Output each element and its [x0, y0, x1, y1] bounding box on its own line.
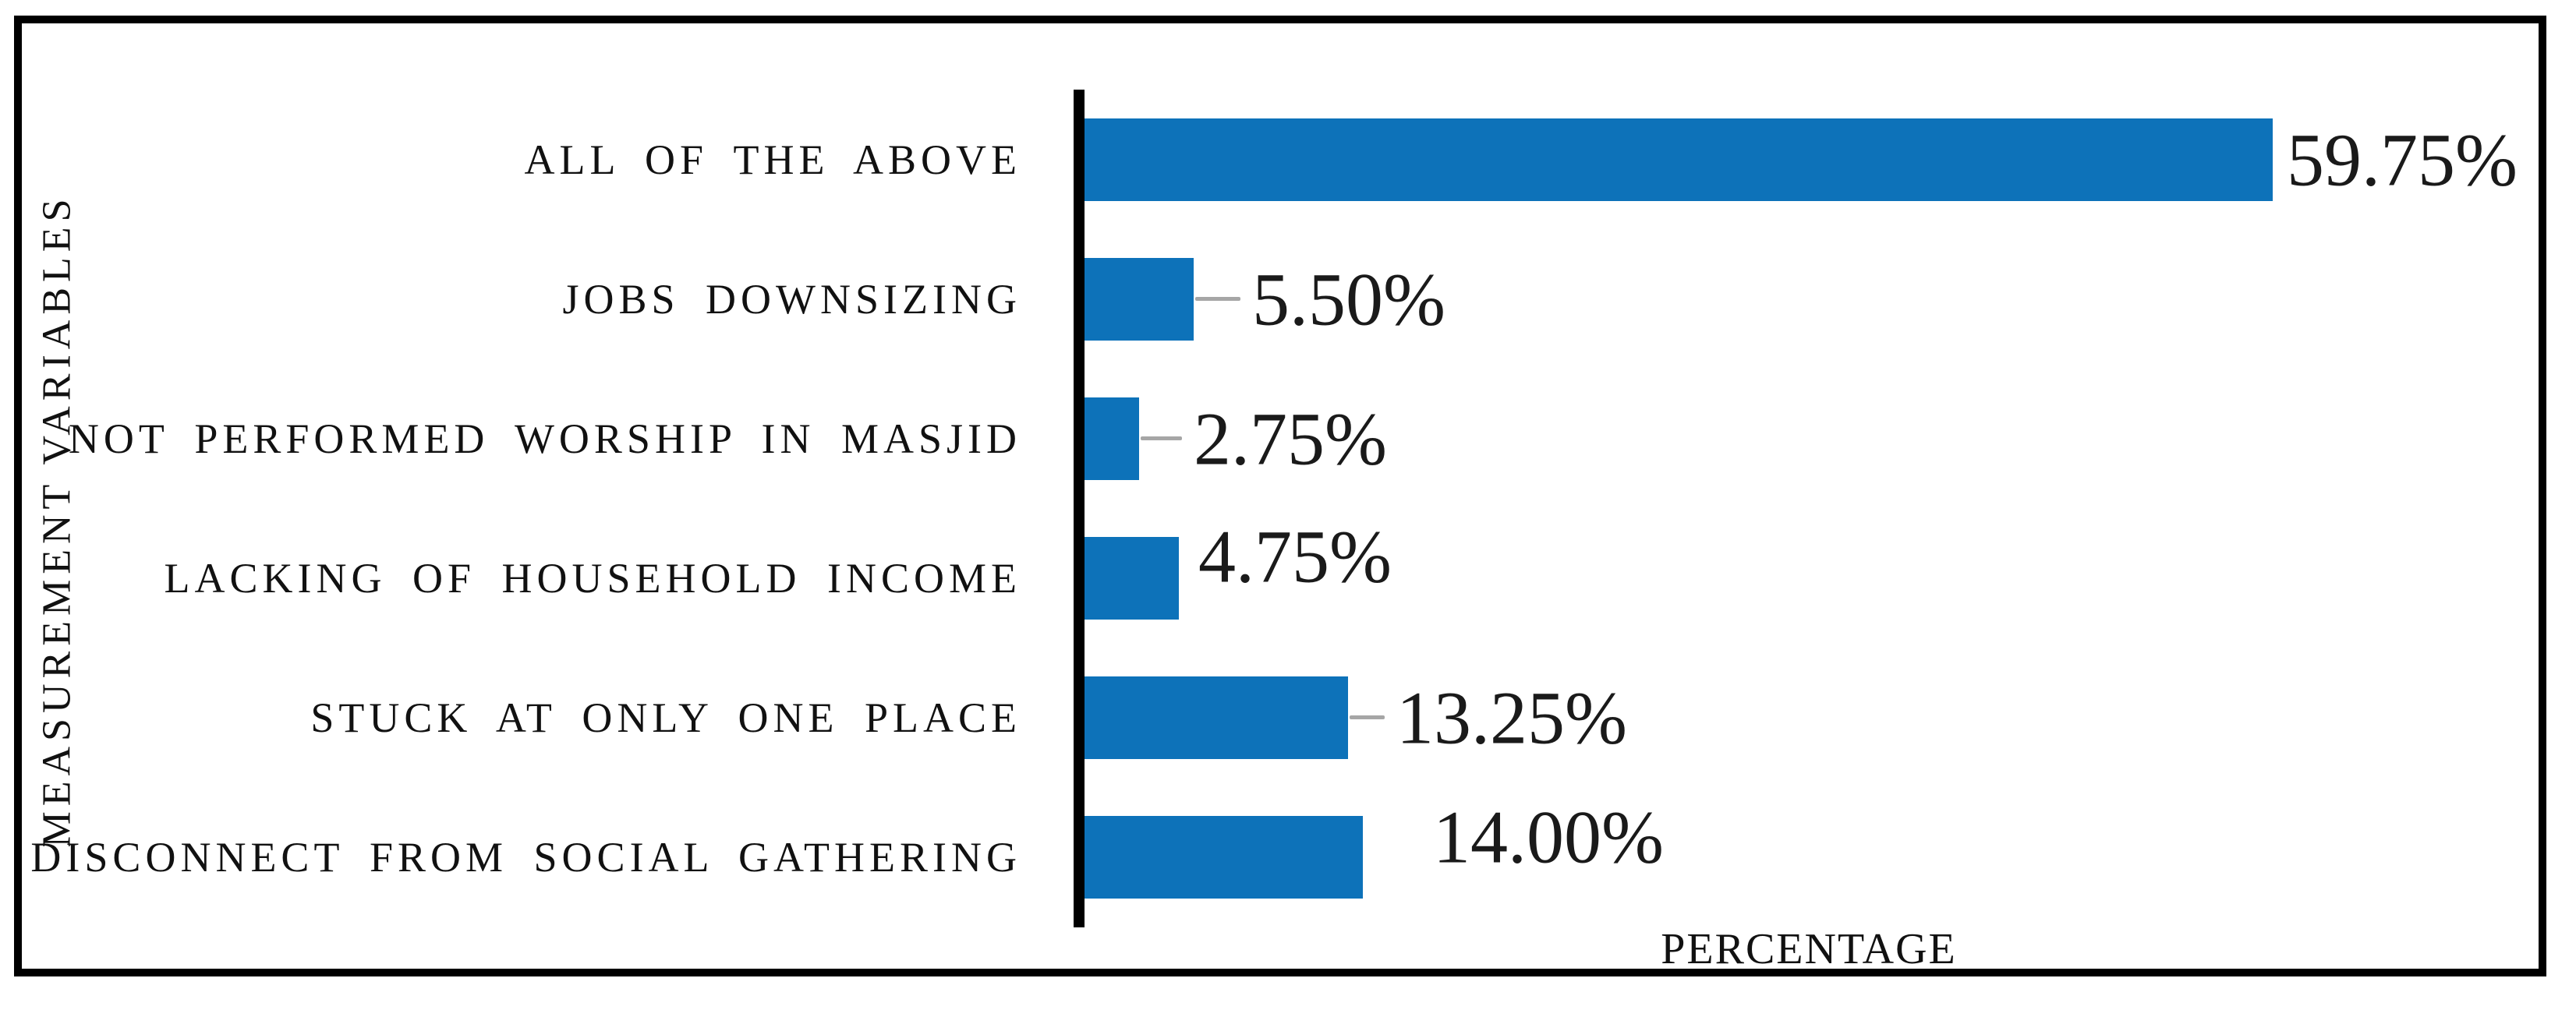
category-label: DISCONNECT FROM SOCIAL GATHERING	[30, 834, 1021, 881]
category-label: STUCK AT ONLY ONE PLACE	[310, 694, 1021, 742]
x-axis-title: PERCENTAGE	[1661, 925, 1957, 973]
bar	[1085, 537, 1179, 620]
value-label: 59.75%	[2287, 118, 2518, 202]
bar	[1085, 676, 1348, 760]
bar	[1085, 118, 2273, 201]
y-axis-title: MEASUREMENT VARIABLES	[34, 193, 80, 848]
value-label: 13.25%	[1396, 676, 1627, 760]
category-label: ALL OF THE ABOVE	[524, 136, 1021, 183]
bar	[1085, 397, 1139, 480]
category-label: NOT PERFORMED WORSHIP IN MASJID	[68, 415, 1021, 462]
value-label: 2.75%	[1194, 397, 1387, 481]
value-label: 14.00%	[1433, 795, 1664, 879]
value-label: 5.50%	[1252, 257, 1445, 341]
category-label: LACKING OF HOUSEHOLD INCOME	[164, 555, 1021, 602]
category-label: JOBS DOWNSIZING	[562, 275, 1021, 323]
bar	[1085, 816, 1363, 899]
bar	[1085, 257, 1194, 341]
leader-line	[1141, 436, 1182, 440]
leader-line	[1195, 296, 1240, 301]
leader-line	[1350, 715, 1385, 720]
y-axis-line	[1074, 90, 1085, 927]
value-label: 4.75%	[1198, 514, 1392, 599]
